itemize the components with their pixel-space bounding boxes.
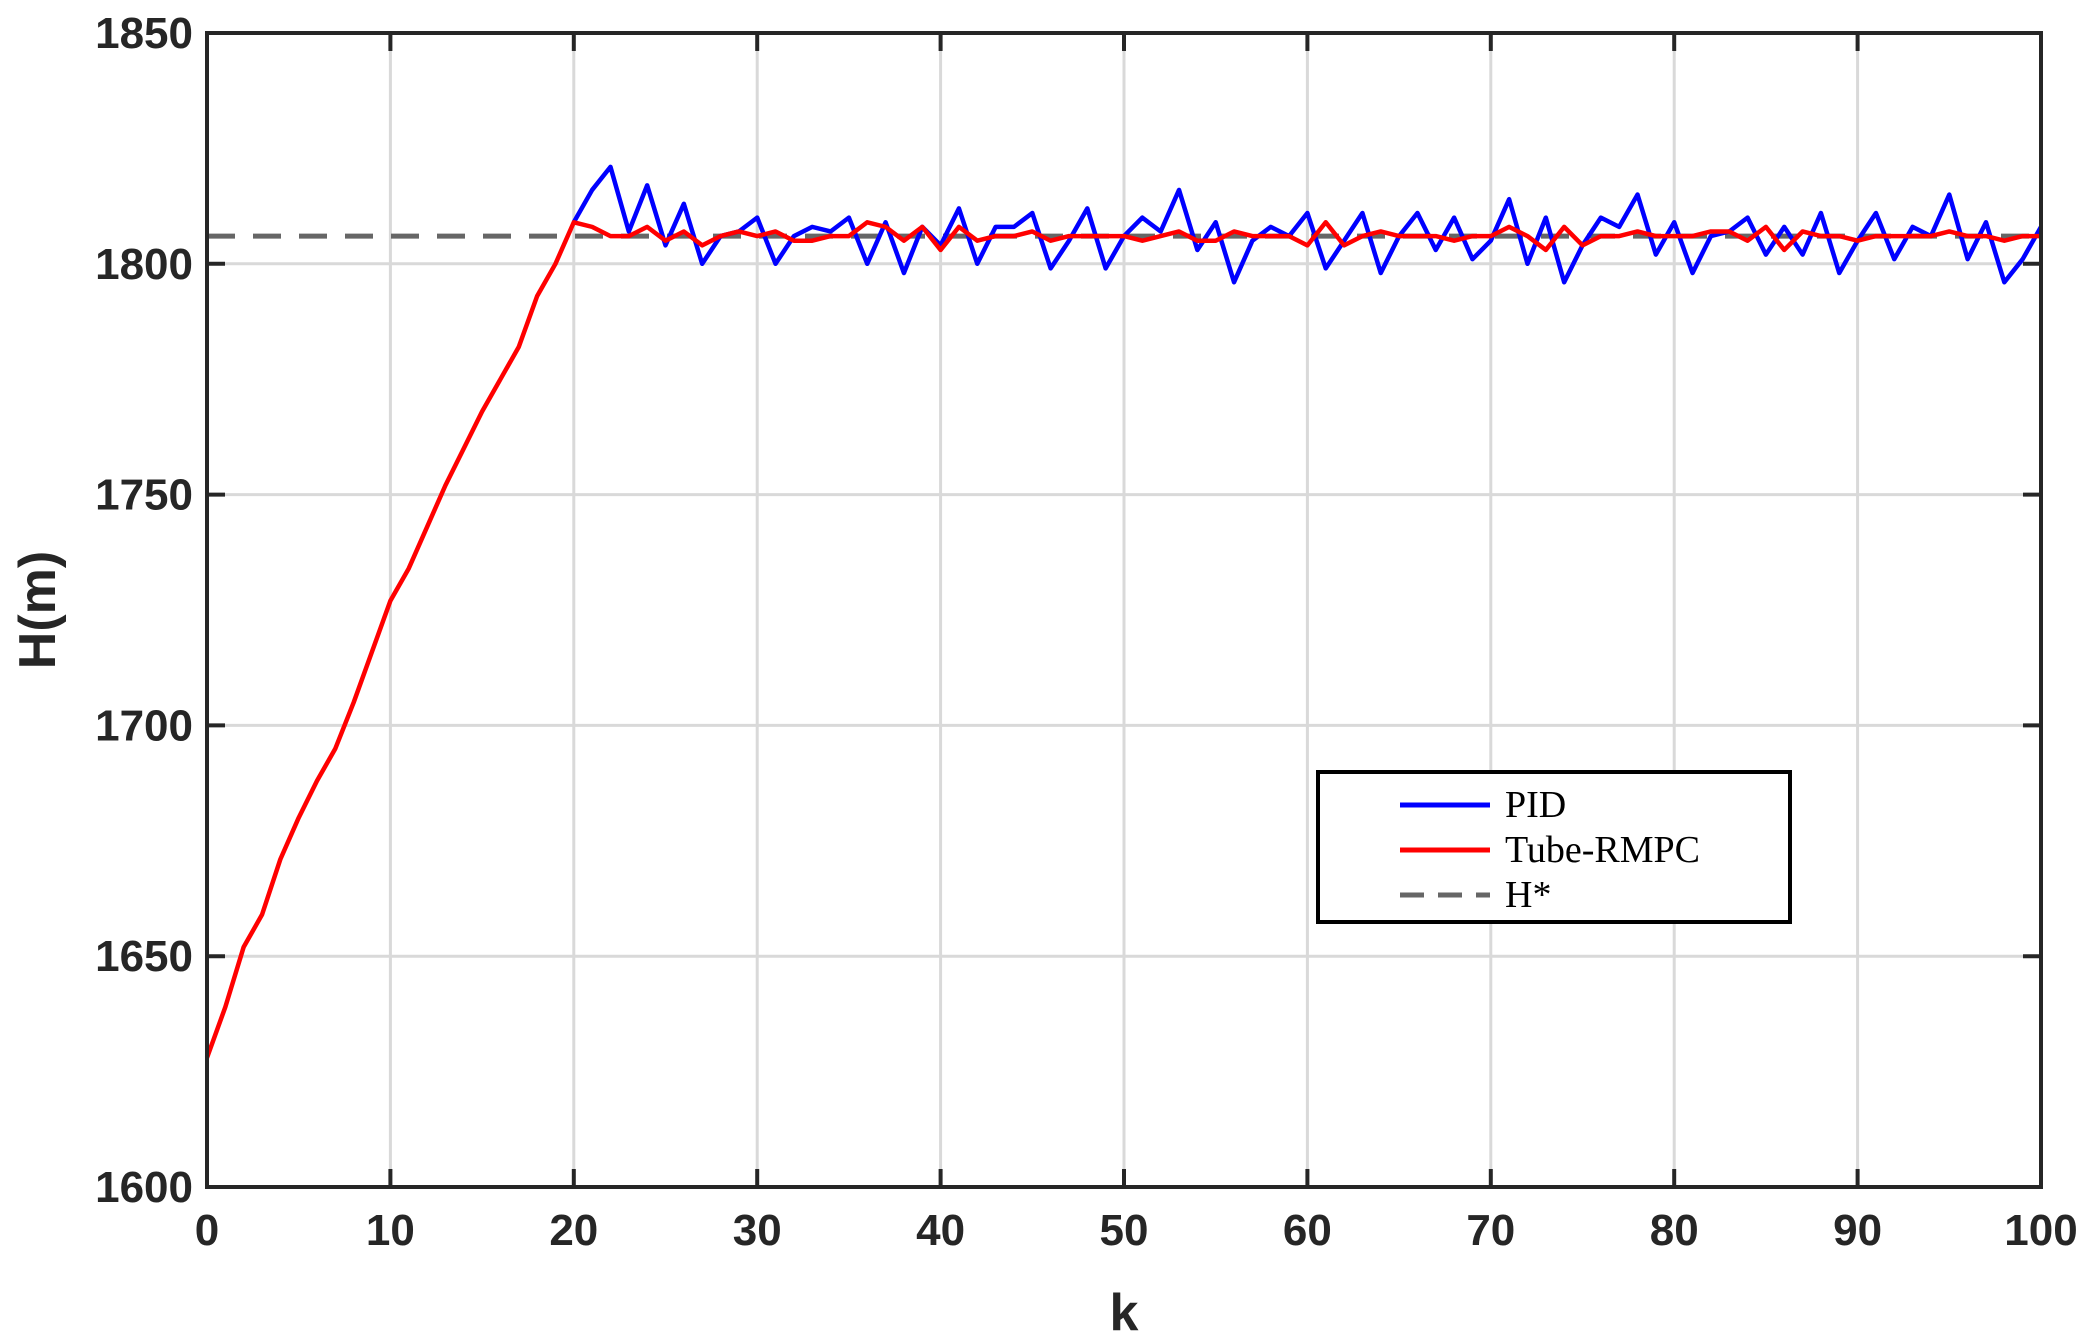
x-tick-label: 30: [733, 1206, 782, 1255]
x-tick-label: 20: [549, 1206, 598, 1255]
x-axis-label: k: [1110, 1284, 1139, 1342]
grid: [207, 33, 2041, 1187]
legend-box: [1316, 770, 1792, 924]
y-tick-label: 1700: [95, 701, 193, 750]
x-tick-label: 60: [1283, 1206, 1332, 1255]
legend-label: PID: [1505, 784, 1566, 826]
x-tick-label: 90: [1833, 1206, 1882, 1255]
ticks: [205, 31, 2043, 1189]
legend-label: Tube-RMPC: [1505, 829, 1700, 871]
x-tick-label: 100: [2004, 1206, 2077, 1255]
x-tick-label: 50: [1100, 1206, 1149, 1255]
y-tick-label: 1800: [95, 240, 193, 289]
y-tick-label: 1600: [95, 1163, 193, 1212]
x-tick-label: 10: [366, 1206, 415, 1255]
y-tick-label: 1750: [95, 471, 193, 520]
x-tick-label: 70: [1466, 1206, 1515, 1255]
y-tick-label: 1650: [95, 932, 193, 981]
x-tick-label: 80: [1650, 1206, 1699, 1255]
series-layer: [204, 164, 2043, 1059]
y-tick-label: 1850: [95, 9, 193, 58]
x-tick-label: 0: [195, 1206, 219, 1255]
series-line-pid: [571, 164, 2043, 285]
legend-label: H*: [1505, 874, 1551, 916]
tick-labels: 0 10 20 30 40 50 60 70 80 90 100 1600 1650 1700 1750 18…: [95, 9, 2078, 1255]
y-axis-label: H(m): [9, 551, 67, 669]
x-tick-label: 40: [916, 1206, 965, 1255]
series-line-tube-rmpc: [204, 220, 2041, 1059]
